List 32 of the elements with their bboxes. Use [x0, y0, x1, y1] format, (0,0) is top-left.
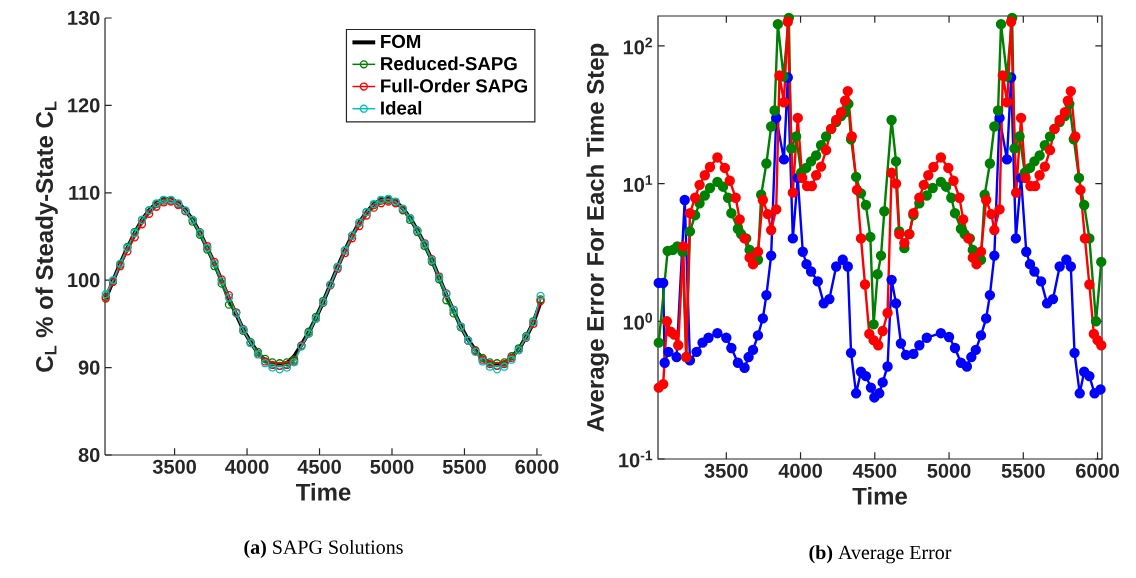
y-tick-label: 10$^{0}$	[623, 312, 653, 330]
x-tick-label: 5000	[927, 463, 971, 478]
x-axis-title: Time	[852, 487, 907, 505]
text: (a) SAPG Solutions	[244, 539, 403, 559]
legend-label: FOM	[381, 34, 421, 49]
legend-label: Full-Order SAPG	[381, 78, 528, 93]
x-tick-label: 4000	[778, 463, 822, 478]
y-tick-label: 90	[78, 360, 100, 375]
y-tick-label: 100	[68, 273, 100, 288]
y-tick-label: 120	[68, 98, 100, 113]
y-axis-title: C$_{L}$ % of Steady-State C$_{L}$	[35, 101, 58, 372]
x-tick-label: 5000	[370, 459, 414, 474]
y-tick-label: 130	[68, 10, 100, 26]
x-axis-title: Time	[295, 483, 351, 501]
x-tick-label: 6000	[1076, 463, 1119, 478]
legend-label: Reduced-SAPG	[381, 56, 517, 71]
legend-label: Ideal	[381, 100, 422, 115]
y-tick-label: 10$^{2}$	[623, 37, 653, 55]
x-tick-label: 4500	[852, 463, 897, 478]
y-tick-label: 80	[78, 447, 100, 463]
y-axis-title: Average Error For Each Time Step	[586, 43, 609, 432]
x-tick-label: 4000	[225, 459, 269, 474]
x-tick-label: 4500	[297, 459, 341, 474]
y-tick-label: 10$^{1}$	[623, 175, 653, 193]
text: (b) Average Error	[809, 545, 952, 564]
x-tick-label: 3500	[152, 459, 196, 474]
y-tick-label: 10$^{-1}$	[619, 450, 653, 468]
x-tick-label: 5500	[1001, 463, 1045, 478]
x-tick-label: 3500	[704, 463, 748, 478]
y-tick-label: 110	[69, 185, 100, 200]
x-tick-label: 5500	[442, 459, 486, 474]
x-tick-label: 6000	[515, 459, 559, 474]
